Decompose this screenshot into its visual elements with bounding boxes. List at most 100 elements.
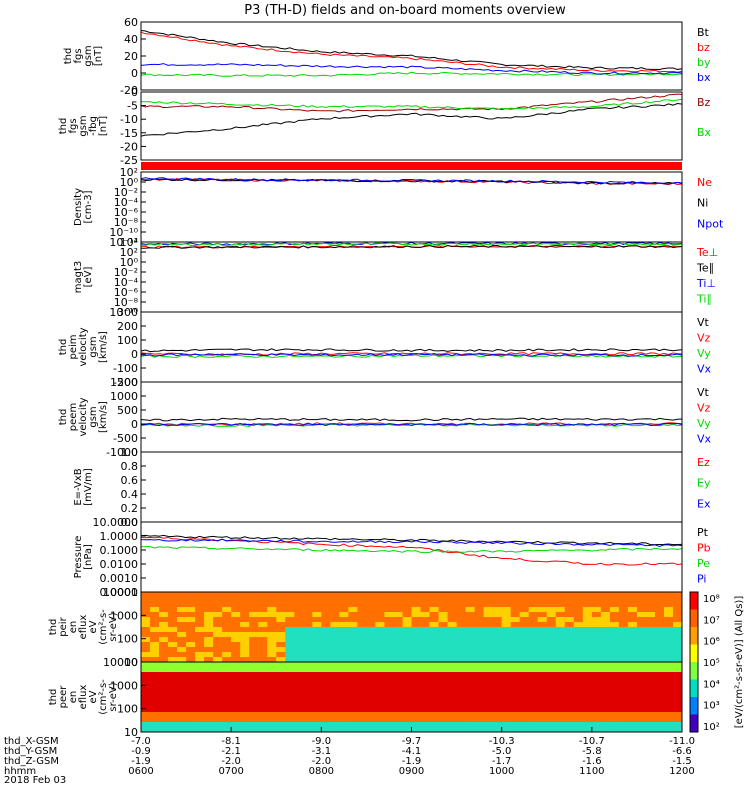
heatmap-cell <box>348 687 358 693</box>
heatmap-cell <box>537 632 548 638</box>
y-axis-label: Pressure[nPa] <box>73 536 94 579</box>
heatmap-cell <box>501 607 512 613</box>
heatmap-cell <box>654 637 665 643</box>
heatmap-cell <box>330 602 340 608</box>
heatmap-cell <box>519 642 530 648</box>
heatmap-cell <box>195 592 205 598</box>
heatmap-cell <box>654 657 665 663</box>
heatmap-cell <box>501 657 512 663</box>
heatmap-cell <box>645 692 656 698</box>
heatmap-cell <box>330 727 340 733</box>
heatmap-cell <box>555 687 566 693</box>
heatmap-cell <box>429 647 440 653</box>
heatmap-cell <box>654 687 665 693</box>
heatmap-cell <box>636 697 647 703</box>
heatmap-cell <box>204 702 214 708</box>
heatmap-cell <box>483 657 494 663</box>
legend-entry: Pt <box>697 526 709 539</box>
heatmap-cell <box>303 717 313 723</box>
heatmap-cell <box>591 672 602 678</box>
heatmap-cell <box>258 607 268 613</box>
heatmap-cell <box>240 597 250 603</box>
heatmap-cell <box>537 687 548 693</box>
heatmap-cell <box>582 622 593 628</box>
heatmap-cell <box>411 652 422 658</box>
y-tick-label: 1500 <box>110 376 138 389</box>
heatmap-cell <box>672 657 683 663</box>
heatmap-cell <box>609 717 620 723</box>
heatmap-cell <box>402 702 412 708</box>
heatmap-cell <box>600 712 611 718</box>
heatmap-cell <box>411 612 422 618</box>
heatmap-cell <box>357 652 367 658</box>
heatmap-cell <box>285 672 295 678</box>
heatmap-cell <box>384 647 394 653</box>
heatmap-cell <box>159 652 169 658</box>
heatmap-cell <box>168 637 178 643</box>
heatmap-cell <box>654 662 665 668</box>
heatmap-cell <box>483 662 494 668</box>
legend-entry: Ex <box>697 497 711 510</box>
heatmap-cell <box>600 702 611 708</box>
heatmap-cell <box>663 617 674 623</box>
heatmap-cell <box>483 637 494 643</box>
y-tick-label: 0.6 <box>121 474 139 487</box>
y-tick-label: 10⁴ <box>120 236 139 249</box>
heatmap-cell <box>402 632 412 638</box>
heatmap-cell <box>393 617 403 623</box>
heatmap-cell <box>636 667 647 673</box>
heatmap-cell <box>492 707 503 713</box>
heatmap-cell <box>204 682 214 688</box>
x-axis-value: 0900 <box>399 766 424 777</box>
heatmap-cell <box>204 652 214 658</box>
y-axis-label-line: peim <box>68 334 79 359</box>
heatmap-cell <box>600 682 611 688</box>
heatmap-cell <box>294 602 304 608</box>
heatmap-cell <box>222 642 232 648</box>
heatmap-cell <box>321 697 331 703</box>
heatmap-cell <box>339 717 349 723</box>
heatmap-cell <box>636 702 647 708</box>
heatmap-cell <box>321 612 331 618</box>
heatmap-cell <box>384 622 394 628</box>
heatmap-cell <box>519 692 530 698</box>
heatmap-cell <box>141 622 151 628</box>
heatmap-cell <box>483 692 494 698</box>
heatmap-cell <box>303 697 313 703</box>
heatmap-cell <box>177 692 187 698</box>
heatmap-cell <box>510 682 521 688</box>
heatmap-cell <box>330 592 340 598</box>
y-axis-label-line: eflux <box>78 615 89 640</box>
heatmap-cell <box>627 702 638 708</box>
heatmap-cell <box>564 617 575 623</box>
x-axis-value: 0800 <box>309 766 334 777</box>
heatmap-cell <box>330 637 340 643</box>
heatmap-cell <box>483 677 494 683</box>
colorbar-swatch <box>690 714 698 733</box>
heatmap-cell <box>240 687 250 693</box>
y-axis-label-line: eflux <box>78 685 89 710</box>
heatmap-cell <box>528 632 539 638</box>
heatmap-cell <box>240 652 250 658</box>
heatmap-cell <box>456 722 467 728</box>
heatmap-cell <box>150 647 160 653</box>
heatmap-cell <box>591 712 602 718</box>
heatmap-cell <box>249 657 259 663</box>
x-axis-value: -1.7 <box>492 756 512 767</box>
heatmap-cell <box>312 622 322 628</box>
heatmap-cell <box>663 717 674 723</box>
heatmap-cell <box>492 637 503 643</box>
heatmap-cell <box>501 662 512 668</box>
series-bx <box>140 63 683 75</box>
heatmap-cell <box>168 612 178 618</box>
heatmap-cell <box>627 592 638 598</box>
heatmap-cell <box>411 657 422 663</box>
heatmap-cell <box>528 687 539 693</box>
heatmap-cell <box>429 707 440 713</box>
heatmap-cell <box>312 717 322 723</box>
y-axis-label-line: eV <box>88 690 99 703</box>
heatmap-cell <box>636 617 647 623</box>
heatmap-cell <box>303 642 313 648</box>
heatmap-cell <box>267 652 277 658</box>
heatmap-cell <box>159 682 169 688</box>
